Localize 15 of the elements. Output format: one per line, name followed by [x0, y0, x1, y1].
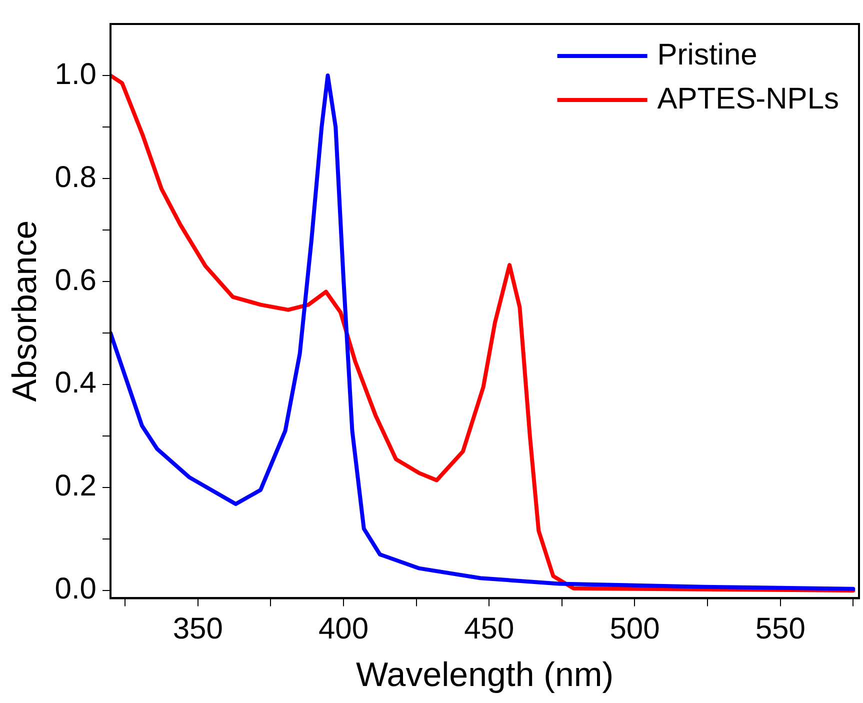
y-tick-label: 1.0	[54, 58, 97, 91]
y-tick-label: 0.8	[54, 160, 97, 194]
y-tick-label: 0.2	[54, 470, 97, 503]
x-axis-title: Wavelength (nm)	[356, 656, 614, 694]
y-tick-label: 0.4	[54, 366, 97, 400]
y-tick-label: 0.6	[54, 264, 97, 297]
x-tick-label: 550	[755, 612, 806, 646]
legend-label: APTES-NPLs	[657, 82, 840, 116]
x-tick-label: 350	[172, 612, 223, 646]
y-tick-label: 0.0	[54, 572, 97, 606]
y-axis-title: Absorbance	[6, 220, 44, 402]
legend-label: Pristine	[657, 38, 758, 72]
x-tick-label: 400	[318, 612, 369, 646]
x-tick-label: 500	[610, 612, 660, 646]
x-tick-label: 450	[464, 612, 514, 646]
